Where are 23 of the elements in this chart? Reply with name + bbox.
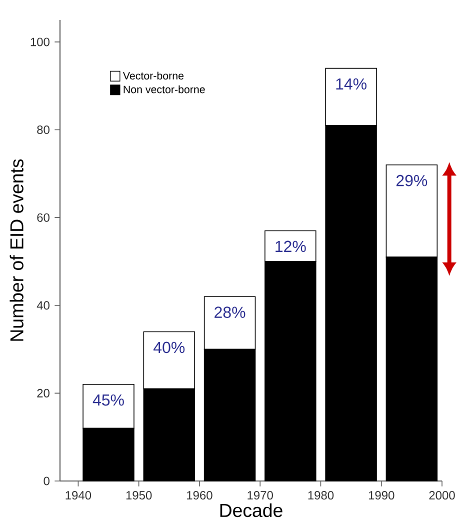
y-tick-label: 60	[37, 213, 50, 222]
annotation: 14%	[336, 78, 367, 90]
y-tick-label: 40	[36, 301, 50, 310]
y-tick-label: 100	[30, 38, 50, 46]
x-tick-label: 1960	[187, 491, 212, 500]
annotation: 40%	[154, 342, 185, 354]
y-tick-label: 0	[44, 476, 50, 486]
y-tick-label: 20	[37, 388, 50, 398]
legend-label: Vector-borne	[123, 72, 184, 80]
x-tick-label: 2000	[429, 491, 455, 500]
annotation: 28%	[214, 306, 246, 318]
x-axis-title: Decade	[220, 503, 282, 518]
x-tick-label: 1980	[308, 491, 334, 500]
annotation: 29%	[396, 174, 428, 186]
y-tick-label: 80	[37, 126, 50, 134]
x-tick-label: 1950	[126, 491, 152, 500]
annotation: 45%	[92, 394, 124, 406]
legend-label: Non vector-borne	[124, 85, 205, 94]
x-tick-label: 1990	[369, 491, 394, 500]
annotation: 12%	[276, 240, 306, 252]
x-tick-label: 1970	[248, 491, 274, 500]
x-tick-label: 1940	[66, 491, 92, 500]
y-axis-title: Number of EID events	[10, 159, 24, 341]
